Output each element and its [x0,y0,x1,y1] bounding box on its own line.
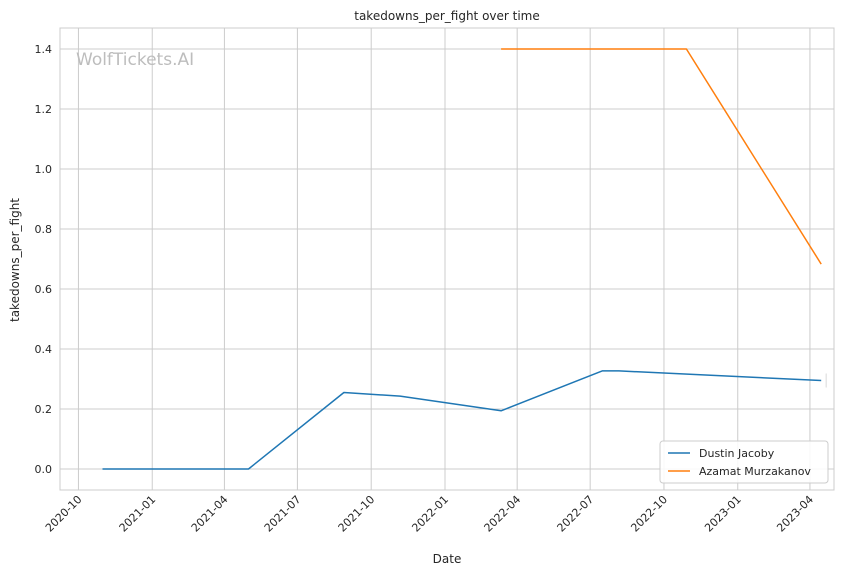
x-tick-label: 2022-10 [628,493,670,535]
x-axis-title: Date [433,552,462,566]
x-tick-label: 2022-04 [482,493,524,535]
series-1-point [399,395,401,397]
legend-label: Dustin Jacoby [699,447,775,460]
legend-box [659,440,829,484]
y-axis-title: takedowns_per_fight [8,198,22,322]
x-tick-label: 2021-10 [336,493,378,535]
x-tick-label: 2021-01 [117,493,159,535]
x-tick-label: 2022-07 [555,493,597,535]
series-2-point [500,48,502,50]
y-tick-label: 1.0 [35,163,53,176]
series-1-point [102,468,104,470]
chart-title: takedowns_per_fight over time [354,9,540,23]
y-tick-label: 0.4 [35,343,53,356]
x-tick-label: 2022-01 [409,493,451,535]
series-1-point [248,468,250,470]
y-tick-label: 0.2 [35,403,53,416]
grid [60,28,834,490]
series-1-point [618,370,620,372]
series-line-2 [501,48,822,265]
series-1-point [343,392,345,394]
y-tick-label: 1.2 [35,103,53,116]
x-tick-labels: 2020-10 2021-01 2021-04 2021-07 2021-10 2022-… [43,493,816,535]
legend: Dustin Jacoby Azamat Murzakanov [659,440,829,484]
series-line-1 [102,370,822,470]
x-tick-label: 2021-04 [189,493,231,535]
y-tick-label: 0.8 [35,223,53,236]
y-tick-label: 0.6 [35,283,53,296]
x-tick-label: 2023-01 [702,493,744,535]
y-tick-label: 0.0 [35,463,53,476]
x-tick-label: 2020-10 [43,493,85,535]
x-tick-label: 2021-07 [262,493,304,535]
x-tick-label: 2023-04 [774,493,816,535]
y-tick-labels: 0.0 0.2 0.4 0.6 0.8 1.0 1.2 1.4 [35,43,53,476]
watermark: WolfTickets.AI [76,50,194,70]
legend-label: Azamat Murzakanov [699,465,811,478]
y-tick-label: 1.4 [35,43,53,56]
series-2-point [820,263,822,265]
series-2-point [686,48,688,50]
series-1-point [820,380,822,382]
series-1-point [601,370,603,372]
series-1-point [500,410,502,412]
plot-area-frame [59,27,835,491]
series-lines [102,48,827,470]
